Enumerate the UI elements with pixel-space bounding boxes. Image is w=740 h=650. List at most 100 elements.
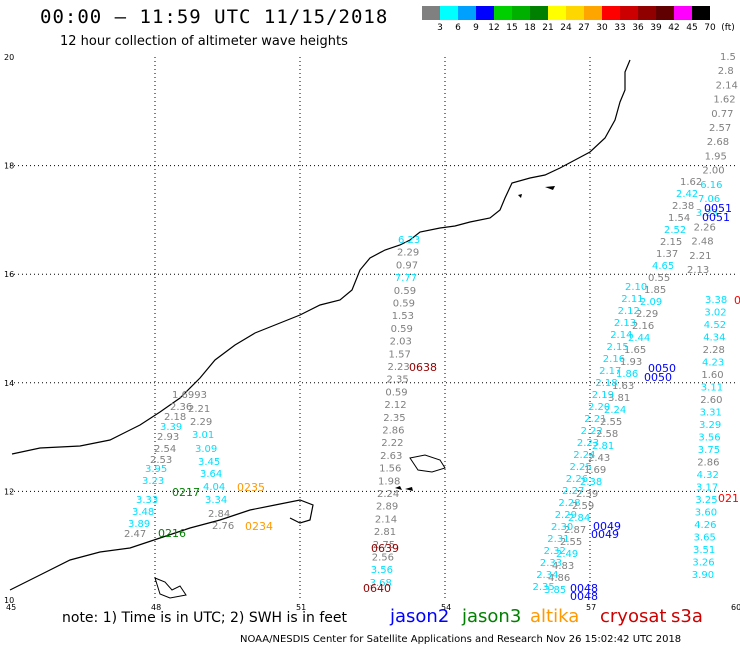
pass-time-label: 0051 (704, 202, 732, 215)
x-tick-label: 54 (441, 603, 451, 612)
wave-value-gray: 2.53 (150, 455, 172, 466)
wave-value-cyan: 2.24 (573, 450, 595, 461)
wave-value: 2.81 (374, 527, 396, 538)
wave-value: 2.84 (568, 513, 590, 524)
wave-value: 3.17 (696, 483, 718, 494)
legend-swatch (530, 6, 548, 20)
wave-value-cyan: 3.45 (198, 457, 220, 468)
wave-value-cyan: 2.35 (533, 582, 555, 593)
wave-value: 2.75 (373, 540, 395, 551)
wave-value: 2.57 (709, 123, 731, 134)
legend-swatch (422, 6, 440, 20)
wave-value: 2.00 (702, 166, 724, 177)
wave-value-cyan: 2.13 (614, 318, 636, 329)
wave-value: 3.31 (700, 408, 722, 419)
wave-value-cyan: 2.14 (610, 330, 632, 341)
pass-time-label: 0049 (591, 528, 619, 541)
wave-value: 2.24 (604, 405, 626, 416)
wave-value-gray: 2.76 (212, 521, 234, 532)
wave-value: 2.86 (697, 458, 719, 469)
legend-swatch (602, 6, 620, 20)
wave-value: 3.90 (692, 570, 714, 581)
wave-value-cyan: 2.33 (540, 558, 562, 569)
wave-value: 3.26 (692, 558, 714, 569)
wave-value: 2.16 (632, 321, 654, 332)
wave-value: 0.97 (396, 260, 418, 271)
wave-value: 2.43 (588, 453, 610, 464)
wave-value: 2.38 (672, 201, 694, 212)
legend-label: 21 (542, 23, 554, 33)
legend-label: (ft) (721, 23, 735, 33)
wave-value-cyan: 2.17 (599, 366, 621, 377)
wave-value-cyan: 2.27 (562, 486, 584, 497)
wave-value: 1.98 (378, 476, 400, 487)
wave-value: 1.53 (392, 311, 414, 322)
wave-value: 2.55 (600, 417, 622, 428)
y-tick-label: 16 (4, 270, 14, 279)
wave-value-cyan: 2.31 (547, 534, 569, 545)
wave-value-cyan: 2.20 (588, 402, 610, 413)
map-title: 00:00 – 11:59 UTC 11/15/2018 (40, 6, 389, 28)
wave-value: 2.48 (691, 237, 713, 248)
wave-value: 1.60 (701, 370, 723, 381)
wave-value: 3.56 (698, 433, 720, 444)
pass-time-label: 0638 (409, 361, 437, 374)
pass-time-label: 0048 (570, 590, 598, 603)
wave-value: 3.85 (544, 585, 566, 596)
wave-value: 2.49 (556, 549, 578, 560)
satellite-name-jason2: jason2 (390, 606, 450, 627)
wave-value: 2.38 (580, 477, 602, 488)
wave-value: 2.15 (660, 237, 682, 248)
wave-value: 2.87 (564, 525, 586, 536)
legend-label: 36 (632, 23, 644, 33)
legend-swatch (674, 6, 692, 20)
legend-label: 45 (686, 23, 698, 33)
grid-lines (10, 57, 735, 600)
legend-label: 70 (704, 23, 716, 33)
legend-swatch (638, 6, 656, 20)
wave-value: 1.63 (612, 381, 634, 392)
wave-value-gray: 2.21 (188, 404, 210, 415)
wave-value-cyan: 2.18 (595, 378, 617, 389)
legend-label: 3 (437, 23, 443, 33)
wave-value: 1.57 (389, 349, 411, 360)
wave-value-gray: 2.54 (154, 444, 176, 455)
kuria-islands (518, 186, 555, 198)
wave-value: 1.37 (656, 249, 678, 260)
wave-value: 6.23 (398, 235, 420, 246)
wave-value-cyan: 2.32 (544, 546, 566, 557)
wave-value: 4.65 (652, 261, 674, 272)
wave-value: 7.06 (698, 194, 720, 205)
wave-value-cyan: 2.25 (570, 462, 592, 473)
wave-value: 4.34 (703, 333, 725, 344)
pass-time-label: 0217 (172, 486, 200, 499)
wave-value: 2.23 (388, 362, 410, 373)
wave-value: 4.32 (697, 470, 719, 481)
wave-value: 2.44 (628, 333, 650, 344)
satellite-name-s3a: s3a (671, 606, 703, 627)
wave-value-cyan: 3.39 (160, 422, 182, 433)
wave-value-cyan: 2.23 (577, 438, 599, 449)
wave-value-cyan: 2.16 (603, 354, 625, 365)
wave-value: 4.23 (702, 358, 724, 369)
wave-value-gray: 2.47 (124, 529, 146, 540)
legend-label: 42 (668, 23, 680, 33)
wave-value: 1.95 (705, 151, 727, 162)
legend-swatch (566, 6, 584, 20)
wave-value: 2.22 (381, 438, 403, 449)
wave-value: 4.83 (552, 561, 574, 572)
wave-value: 4.86 (548, 573, 570, 584)
legend-label: 27 (578, 23, 590, 33)
legend-label: 15 (506, 23, 518, 33)
wave-value-cyan: 3.64 (200, 469, 222, 480)
wave-value: 3.56 (371, 565, 393, 576)
pass-time-label: 0639 (371, 542, 399, 555)
wave-value: 7.77 (395, 273, 417, 284)
wave-value: 3.75 (698, 445, 720, 456)
wave-value: 2.42 (676, 189, 698, 200)
wave-value: 3.81 (608, 393, 630, 404)
legend-label: 39 (650, 23, 662, 33)
wave-value-gray: 2.93 (157, 432, 179, 443)
footer-note: note: 1) Time is in UTC; 2) SWH is in fe… (62, 610, 348, 626)
